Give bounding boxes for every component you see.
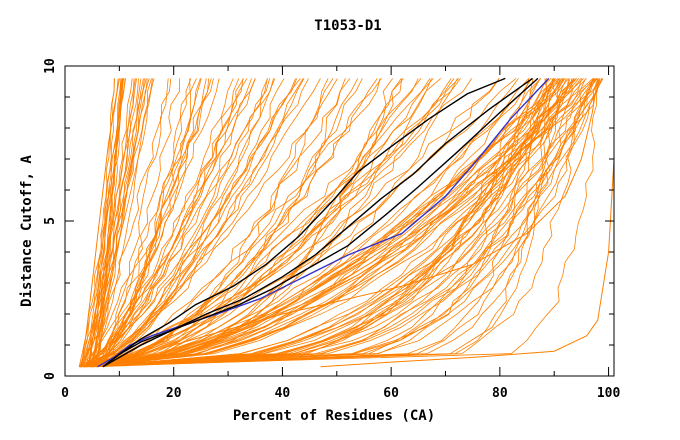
chart-title: T1053-D1 [314, 18, 381, 34]
model-curve [80, 78, 580, 368]
model-curve [94, 78, 404, 368]
model-curve [84, 78, 441, 368]
model-curve [81, 78, 422, 368]
model-curve [96, 78, 556, 368]
model-curve [94, 78, 363, 368]
model-curve [89, 78, 197, 368]
model-curve [93, 78, 556, 368]
model-curve [93, 78, 271, 368]
model-curve [85, 78, 269, 368]
model-curves [78, 78, 604, 368]
model-curve [87, 78, 359, 368]
model-curve-outlier [80, 78, 120, 367]
model-curve [79, 78, 603, 368]
model-curve [87, 78, 455, 368]
model-curve-outlier [97, 78, 599, 368]
model-curve [79, 78, 594, 368]
model-curve [86, 78, 402, 368]
model-curve [87, 78, 212, 368]
model-curve [79, 78, 595, 368]
model-curve [81, 78, 285, 368]
model-curve [87, 78, 599, 368]
model-curve [89, 78, 147, 367]
model-curve [82, 78, 542, 368]
model-curve [83, 78, 561, 368]
model-curve [96, 78, 565, 368]
model-curve [81, 78, 547, 368]
model-curve [87, 78, 559, 368]
model-curve [81, 78, 126, 367]
model-curve [87, 78, 220, 367]
x-tick-label: 60 [383, 386, 399, 401]
model-curve [79, 78, 202, 367]
model-curve [92, 78, 244, 367]
model-curve [81, 78, 500, 368]
axis-ticks: 0 20 40 60 80 100 0 5 10 [43, 58, 620, 401]
highlight-curve-black [102, 77, 533, 368]
model-curve [86, 78, 256, 368]
model-curve [83, 78, 534, 368]
model-curve [87, 78, 115, 367]
model-curve [93, 78, 144, 367]
model-curve [87, 78, 565, 368]
x-axis-label: Percent of Residues (CA) [233, 408, 435, 424]
model-curve [94, 78, 575, 368]
x-tick-label: 0 [61, 386, 69, 401]
model-curve [87, 78, 124, 367]
model-curve [81, 78, 137, 367]
model-curve [79, 78, 210, 368]
model-curve [95, 78, 586, 368]
model-curve [86, 78, 346, 368]
model-curve [89, 78, 596, 368]
y-tick-label: 5 [43, 217, 58, 225]
x-tick-label: 40 [275, 386, 291, 401]
model-curve [91, 78, 517, 368]
model-curve [96, 78, 298, 368]
model-curve [83, 78, 582, 368]
x-tick-label: 20 [166, 386, 182, 401]
y-tick-label: 0 [43, 372, 58, 380]
model-curve [93, 78, 571, 368]
model-curve [86, 78, 119, 367]
x-tick-label: 80 [492, 386, 508, 401]
model-curve [97, 78, 181, 367]
highlight-curve-black [102, 77, 539, 368]
model-curve [90, 78, 599, 368]
model-curve [93, 78, 305, 368]
y-tick-label: 10 [43, 58, 58, 74]
model-curve [92, 78, 500, 368]
model-curve [95, 78, 192, 367]
model-curve [89, 78, 556, 368]
x-tick-label: 100 [597, 386, 621, 401]
model-curve [89, 78, 563, 368]
model-curve [85, 78, 530, 368]
model-curve [83, 78, 601, 368]
model-curve [96, 78, 169, 367]
model-curve [80, 78, 578, 368]
model-curve [90, 78, 532, 368]
model-curve [92, 78, 153, 367]
model-curve [97, 78, 587, 368]
model-curve [91, 78, 604, 368]
model-curve [86, 78, 240, 368]
model-curve [96, 78, 519, 368]
model-curve [95, 78, 123, 367]
model-curve [90, 78, 548, 368]
highlight-curves [80, 77, 614, 368]
model-curve [84, 78, 248, 368]
y-axis-label: Distance Cutoff, A [19, 155, 35, 307]
model-curve [92, 78, 566, 368]
model-curve [84, 78, 382, 368]
model-curve [89, 78, 577, 368]
model-curve [95, 78, 381, 368]
model-curve [87, 78, 378, 368]
model-curve [80, 78, 594, 368]
model-curve [78, 78, 584, 368]
model-curve [90, 78, 139, 367]
model-curve [91, 78, 276, 368]
model-curve [81, 78, 268, 368]
highlight-curve-black [102, 77, 506, 368]
model-curve [79, 78, 172, 367]
